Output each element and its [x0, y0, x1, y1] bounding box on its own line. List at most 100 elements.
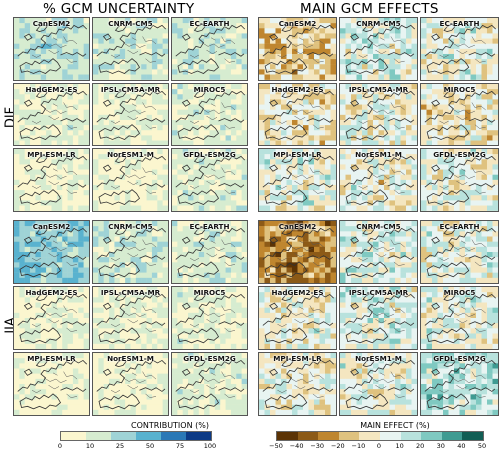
map-field — [340, 221, 417, 283]
colorbar-swatch — [400, 432, 422, 440]
colorbar-tick-label: 50 — [145, 442, 155, 450]
colorbar-tick-label: 10 — [85, 442, 95, 450]
map-panel-hadgem2-es: HadGEM2-ES — [258, 286, 337, 350]
colorbar-tick-label: 100 — [203, 442, 217, 450]
map-panel-gfdl-esm2g: GFDL-ESM2G — [171, 352, 248, 416]
map-field — [93, 18, 168, 80]
effect-maps-jja: CanESM2 CNRM-CM5 EC-EARTH HadGEM2-ES IPSL-CM… — [258, 220, 499, 416]
map-field — [421, 353, 498, 415]
map-panel-noresm1-m: NorESM1-M — [339, 352, 418, 416]
map-panel-canesm2: CanESM2 — [13, 17, 90, 81]
colorbar-swatch — [111, 432, 136, 440]
map-panel-miroc5: MIROC5 — [171, 82, 248, 147]
colorbar-swatch — [359, 432, 380, 440]
colorbar-swatch — [441, 432, 463, 440]
map-panel-mpi-esm-lr: MPI-ESM-LR — [13, 352, 90, 416]
map-panel-mpi-esm-lr: MPI-ESM-LR — [258, 352, 337, 416]
map-panel-ec-earth: EC-EARTH — [420, 17, 499, 81]
map-field — [340, 83, 417, 146]
map-field — [340, 353, 417, 415]
map-field — [14, 83, 89, 146]
map-field — [172, 83, 247, 146]
map-field — [259, 287, 336, 349]
colorbar-swatch — [277, 432, 298, 440]
map-panel-mpi-esm-lr: MPI-ESM-LR — [258, 148, 337, 212]
colorbar-swatch — [338, 432, 360, 440]
map-panel-hadgem2-es: HadGEM2-ES — [13, 82, 90, 147]
colorbar-tick-label: 30 — [436, 442, 445, 450]
map-panel-miroc5: MIROC5 — [171, 286, 248, 350]
map-field — [14, 18, 89, 80]
map-panel-gfdl-esm2g: GFDL-ESM2G — [420, 148, 499, 212]
map-field — [259, 18, 336, 80]
colorbar-tick-label: −30 — [310, 442, 325, 450]
map-field — [259, 221, 336, 283]
colorbar-tick-label: 25 — [115, 442, 125, 450]
map-panel-gfdl-esm2g: GFDL-ESM2G — [171, 148, 248, 212]
colorbar-tick-label: −20 — [330, 442, 345, 450]
colorbar-tick-label: 0 — [376, 442, 382, 450]
colorbar-swatch — [61, 432, 86, 440]
map-panel-ipsl-cm5a-mr: IPSL-CM5A-MR — [339, 286, 418, 350]
colorbar-tick-label: 40 — [457, 442, 466, 450]
map-field — [421, 221, 498, 283]
map-field — [259, 353, 336, 415]
map-field — [14, 221, 89, 283]
map-field — [421, 83, 498, 146]
colorbar-swatch — [379, 432, 401, 440]
map-field — [93, 221, 168, 283]
map-field — [172, 149, 247, 211]
map-field — [421, 287, 498, 349]
uncertainty-panel-title: % GCM UNCERTAINTY — [43, 1, 195, 17]
map-field — [93, 353, 168, 415]
effect-colorbar — [276, 431, 484, 441]
map-field — [172, 18, 247, 80]
map-panel-ec-earth: EC-EARTH — [171, 220, 248, 284]
uncertainty-maps-jja: CanESM2 CNRM-CM5 EC-EARTH HadGEM2-ES IPSL-CM… — [13, 220, 248, 416]
colorbar-swatch — [186, 432, 211, 440]
map-field — [14, 287, 89, 349]
map-panel-hadgem2-es: HadGEM2-ES — [13, 286, 90, 350]
effect-colorbar-title: MAIN EFFECT (%) — [360, 421, 430, 430]
map-field — [340, 18, 417, 80]
colorbar-tick-label: −50 — [269, 442, 283, 450]
map-field — [340, 287, 417, 349]
colorbar-tick-label: −10 — [351, 442, 366, 450]
map-field — [421, 149, 498, 211]
map-field — [172, 287, 247, 349]
map-panel-cnrm-cm5: CNRM-CM5 — [92, 17, 169, 81]
map-field — [172, 221, 247, 283]
map-field — [259, 149, 336, 211]
map-panel-ec-earth: EC-EARTH — [420, 220, 499, 284]
colorbar-swatch — [421, 432, 442, 440]
map-field — [93, 83, 168, 146]
colorbar-swatch — [86, 432, 111, 440]
colorbar-swatch — [161, 432, 186, 440]
colorbar-tick-label: 0 — [57, 442, 63, 450]
effect-maps-djf: CanESM2 CNRM-CM5 EC-EARTH HadGEM2-ES IPSL-CM… — [258, 17, 499, 212]
colorbar-swatch — [136, 432, 161, 440]
map-panel-gfdl-esm2g: GFDL-ESM2G — [420, 352, 499, 416]
map-panel-ipsl-cm5a-mr: IPSL-CM5A-MR — [92, 82, 169, 147]
map-field — [421, 18, 498, 80]
map-panel-cnrm-cm5: CNRM-CM5 — [339, 17, 418, 81]
map-field — [14, 353, 89, 415]
contribution-colorbar-title: CONTRIBUTION (%) — [131, 421, 209, 430]
map-panel-hadgem2-es: HadGEM2-ES — [258, 82, 337, 147]
map-field — [14, 149, 89, 211]
effects-panel-title: MAIN GCM EFFECTS — [300, 1, 439, 17]
map-panel-canesm2: CanESM2 — [258, 220, 337, 284]
map-panel-miroc5: MIROC5 — [420, 82, 499, 147]
colorbar-tick-label: −40 — [289, 442, 304, 450]
map-panel-cnrm-cm5: CNRM-CM5 — [339, 220, 418, 284]
colorbar-tick-label: 75 — [175, 442, 185, 450]
map-panel-ipsl-cm5a-mr: IPSL-CM5A-MR — [339, 82, 418, 147]
map-panel-miroc5: MIROC5 — [420, 286, 499, 350]
colorbar-tick-label: 10 — [395, 442, 404, 450]
map-panel-noresm1-m: NorESM1-M — [92, 352, 169, 416]
contribution-colorbar — [60, 431, 212, 441]
colorbar-tick-label: 50 — [477, 442, 487, 450]
map-panel-ipsl-cm5a-mr: IPSL-CM5A-MR — [92, 286, 169, 350]
map-field — [172, 353, 247, 415]
map-field — [93, 287, 168, 349]
